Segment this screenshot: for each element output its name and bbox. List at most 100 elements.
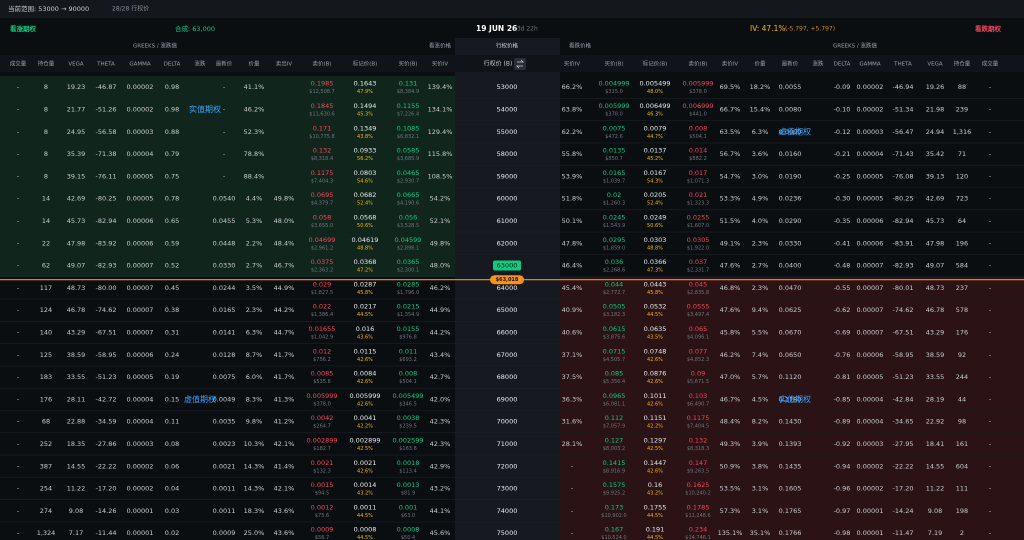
expiry[interactable]: 19 JUN 26 [476,24,517,33]
price: 0.112 [605,414,624,422]
cell: -0.12 [834,128,851,136]
cell: 0.0448 [213,239,236,247]
cell: - [989,195,992,203]
strike-count[interactable]: 28/28 行权价 [112,5,149,13]
itm-put-bg [560,455,1024,478]
cell: -71.43 [893,150,914,158]
cell: 0.00007 [857,262,884,270]
cell: 0.00004 [127,395,154,403]
cell: 28.11 [67,395,86,403]
price-usd: $882.2 [689,156,707,162]
cell: 63.8% [562,105,583,113]
cell: 1,324 [37,529,56,537]
cell: 0.0540 [213,195,236,203]
column-header: VEGA [68,62,83,68]
cell: 47.6% [720,306,741,314]
price-usd: $50.4 [401,535,415,540]
cell: 0.00001 [127,507,154,515]
strike: 61000 [497,217,518,225]
cell: 40.9% [562,306,583,314]
cell: 69.5% [720,83,741,91]
cell: -82.94 [893,217,914,225]
cell: -71.38 [96,150,117,158]
price: 0.0505 [603,303,626,311]
cell: 0.59 [165,239,179,247]
price-usd: $693.2 [399,357,417,363]
price: 0.1643 [354,80,377,88]
price-usd: $2,300.1 [397,268,419,274]
cell: -0.89 [834,418,851,426]
price: 0.011 [399,347,418,355]
cell: 0.00004 [127,150,154,158]
cell: 18.3% [244,507,265,515]
price-usd: $1,859.0 [603,245,625,251]
cell: 57.3% [720,507,741,515]
price-usd: $56.7 [315,535,329,540]
cell: 44.9% [430,306,451,314]
mark-iv: 44.5% [647,513,663,519]
cell: - [17,150,20,158]
price: 0.0008 [397,526,420,534]
index-badge [490,275,524,285]
mark-iv: 42.5% [357,446,373,452]
price-usd: $8,003.2 [603,446,625,452]
column-header: 标记价(B) [353,60,378,68]
cell: -0.85 [834,395,851,403]
price-usd: $1,543.9 [603,223,625,229]
price: 0.0715 [603,347,626,355]
cell: - [17,418,20,426]
swap-icon[interactable] [514,58,526,70]
cell: 0.00001 [857,507,884,515]
column-header: 卖价(B) [688,61,707,68]
column-header: 标记价(B) [643,60,668,68]
price: 0.0876 [644,370,667,378]
price: 0.0155 [397,325,420,333]
price: 0.0245 [603,213,626,221]
strike: 72000 [497,462,518,470]
cell: 0.0650 [779,351,802,359]
cell: 723 [956,195,968,203]
cell: 62 [42,262,50,270]
price-usd: $113.4 [399,468,417,474]
price: 0.04699 [309,236,336,244]
price: 0.0532 [644,303,667,311]
cell: -46.94 [893,83,914,91]
cell: -17.20 [893,485,914,493]
mark-iv: 44.5% [647,312,663,318]
cell: -80.01 [893,284,914,292]
cell: 2.2% [246,239,263,247]
cell: 47.0% [720,373,741,381]
cell: -0.48 [834,262,851,270]
cell: 4.5% [752,395,769,403]
price-usd: $10,240.2 [685,491,710,497]
cell: - [17,507,20,515]
price-usd: $4,190.6 [397,201,419,207]
swap-button[interactable] [514,58,526,70]
cell: -0.76 [834,351,851,359]
cell: 45.6% [430,529,451,537]
cell: 0.0049 [213,395,236,403]
mark-iv: 42.6% [357,468,373,474]
cell: 0.00004 [127,418,154,426]
cell: 0.00002 [857,485,884,493]
section-label: GREEKS / 涨跌值 [133,42,177,50]
price: 0.002899 [306,436,337,444]
cell: - [989,395,992,403]
cell: 14.3% [244,485,265,493]
cell: 14.3% [244,462,265,470]
cell: 88.4% [244,172,265,180]
strike: 67000 [497,351,518,359]
itm-call-bg [0,232,455,255]
strike: 58000 [497,150,518,158]
itm-put-bg [560,388,1024,411]
cell: 62.2% [562,128,583,136]
price-usd: $7,226.4 [397,111,419,117]
cell: 0.0190 [779,172,802,180]
price-usd: $6,081.1 [603,401,625,407]
column-header: 买价(B) [604,60,623,68]
cell: 5.5% [752,328,769,336]
itm-put-bg [560,499,1024,522]
cell: 0.24 [165,351,179,359]
cell: 53.5% [720,485,741,493]
price: 0.09 [691,370,705,378]
